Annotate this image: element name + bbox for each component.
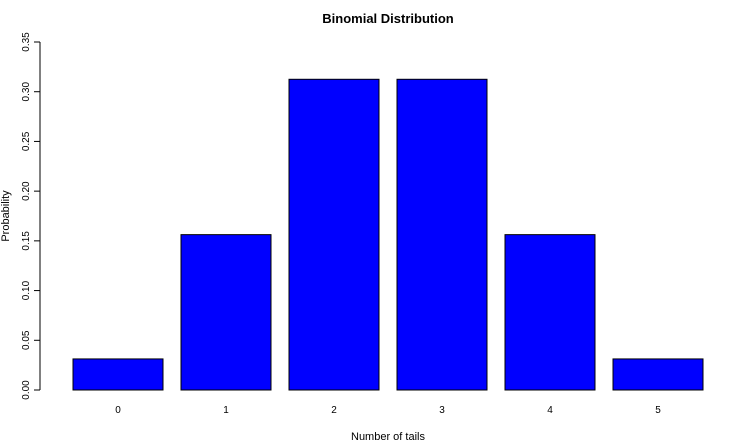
bar-5 [612, 358, 704, 391]
x-tick-label-5: 5 [655, 405, 661, 416]
y-tick-label: 0.05 [21, 330, 32, 350]
bar-0 [72, 358, 164, 391]
bar-3 [396, 78, 488, 391]
y-tick-label: 0.10 [21, 280, 32, 300]
x-tick-label-4: 4 [547, 405, 553, 416]
y-tick-label: 0.00 [21, 380, 32, 400]
x-axis-tick-labels: 0 1 2 3 4 5 [115, 405, 661, 416]
y-tick-label: 0.25 [21, 131, 32, 151]
y-tick-label: 0.20 [21, 181, 32, 201]
y-tick-label: 0.30 [21, 82, 32, 102]
bar-4 [504, 234, 596, 391]
y-axis: 0.00 0.05 0.10 0.15 0.20 0.25 0.30 0.35 [21, 32, 41, 400]
x-axis-label: Number of tails [351, 431, 425, 443]
chart-title: Binomial Distribution [322, 11, 454, 26]
y-tick-label: 0.15 [21, 231, 32, 251]
y-axis-label: Probability [0, 190, 12, 242]
bar-1 [180, 234, 272, 391]
y-tick-label: 0.35 [21, 32, 32, 52]
x-tick-label-2: 2 [331, 405, 337, 416]
bar-2 [288, 78, 380, 391]
x-tick-label-0: 0 [115, 405, 121, 416]
bars-group [72, 78, 704, 391]
x-tick-label-3: 3 [439, 405, 445, 416]
x-tick-label-1: 1 [223, 405, 229, 416]
